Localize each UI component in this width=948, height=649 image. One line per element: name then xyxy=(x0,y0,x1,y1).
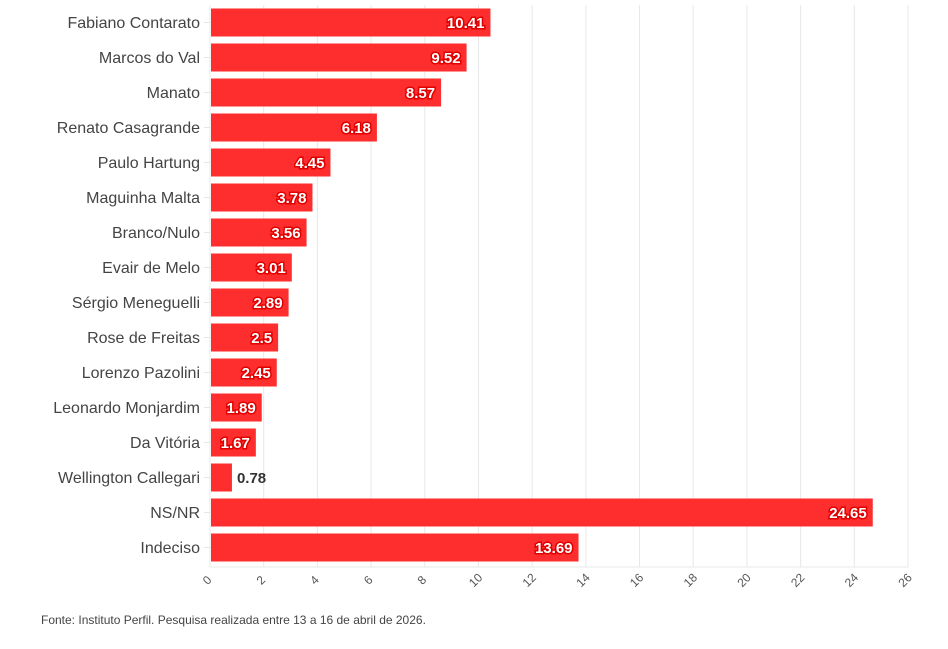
bar xyxy=(211,113,377,142)
bar xyxy=(211,498,873,527)
bar xyxy=(211,533,579,562)
data-label: 3.56 xyxy=(271,225,300,242)
data-label: 2.5 xyxy=(251,330,272,347)
category-label: Indeciso xyxy=(140,540,200,557)
x-tick-label: 16 xyxy=(627,570,647,590)
category-label: NS/NR xyxy=(150,505,200,522)
bar xyxy=(211,288,289,317)
gridlines xyxy=(204,5,909,568)
category-label: Paulo Hartung xyxy=(98,155,200,172)
x-tick-label: 20 xyxy=(734,570,754,590)
x-tick-label: 14 xyxy=(573,570,593,590)
x-tick-label: 24 xyxy=(842,570,862,590)
category-label: Leonardo Monjardim xyxy=(53,400,200,417)
bar xyxy=(211,253,292,282)
data-label: 24.65 xyxy=(829,505,867,522)
bar xyxy=(211,428,256,457)
bar xyxy=(211,218,307,247)
bars: 10.41 9.52 8.57 6.18 4.45 3.78 3.56 3.01 2.89 2.5… xyxy=(211,8,873,562)
x-tick-label: 22 xyxy=(788,570,808,590)
category-label: Rose de Freitas xyxy=(87,330,200,347)
category-label: Renato Casagrande xyxy=(57,120,200,137)
x-tick-label: 8 xyxy=(415,573,430,588)
data-label: 3.78 xyxy=(277,190,306,207)
category-label: Manato xyxy=(147,85,200,102)
bar-chart: 10.41 9.52 8.57 6.18 4.45 3.78 3.56 3.01 2.89 2.5… xyxy=(53,5,915,590)
x-tick-label: 4 xyxy=(307,573,322,588)
data-label: 3.01 xyxy=(257,260,286,277)
category-label: Wellington Callegari xyxy=(58,470,200,487)
bar xyxy=(211,323,279,352)
bar xyxy=(211,148,331,177)
data-label: 8.57 xyxy=(406,85,435,102)
x-tick-label: 26 xyxy=(895,570,915,590)
bar xyxy=(211,43,467,72)
data-label: 0.78 xyxy=(237,470,266,487)
category-label: Lorenzo Pazolini xyxy=(82,365,200,382)
bar xyxy=(211,78,442,107)
category-label: Maguinha Malta xyxy=(86,190,200,207)
x-tick-label: 12 xyxy=(520,570,540,590)
category-label: Marcos do Val xyxy=(99,50,200,67)
data-label: 4.45 xyxy=(295,155,324,172)
category-labels: Fabiano Contarato Marcos do Val Manato Rena… xyxy=(53,15,200,557)
x-tick-label: 2 xyxy=(254,573,269,588)
category-label: Fabiano Contarato xyxy=(67,15,200,32)
x-tick-label: 6 xyxy=(361,573,376,588)
bar xyxy=(211,463,232,492)
category-label: Branco/Nulo xyxy=(112,225,200,242)
data-label: 2.45 xyxy=(242,365,271,382)
data-label: 6.18 xyxy=(342,120,371,137)
x-tick-label: 0 xyxy=(200,573,215,588)
bar xyxy=(211,358,277,387)
bar xyxy=(211,8,491,37)
x-axis: 0 2 4 6 8 10 12 14 16 18 20 22 24 26 xyxy=(200,570,915,590)
data-label: 1.89 xyxy=(227,400,256,417)
category-label: Sérgio Meneguelli xyxy=(72,295,200,312)
x-tick-label: 10 xyxy=(466,570,486,590)
source-note: Fonte: Instituto Perfil. Pesquisa realiz… xyxy=(41,613,426,627)
x-tick-label: 18 xyxy=(681,570,701,590)
data-label: 10.41 xyxy=(447,15,485,32)
data-label: 1.67 xyxy=(221,435,250,452)
data-label: 9.52 xyxy=(431,50,460,67)
bar xyxy=(211,393,262,422)
data-label: 2.89 xyxy=(253,295,282,312)
category-label: Da Vitória xyxy=(130,435,200,452)
bar xyxy=(211,183,313,212)
category-label: Evair de Melo xyxy=(102,260,200,277)
data-label: 13.69 xyxy=(535,540,573,557)
